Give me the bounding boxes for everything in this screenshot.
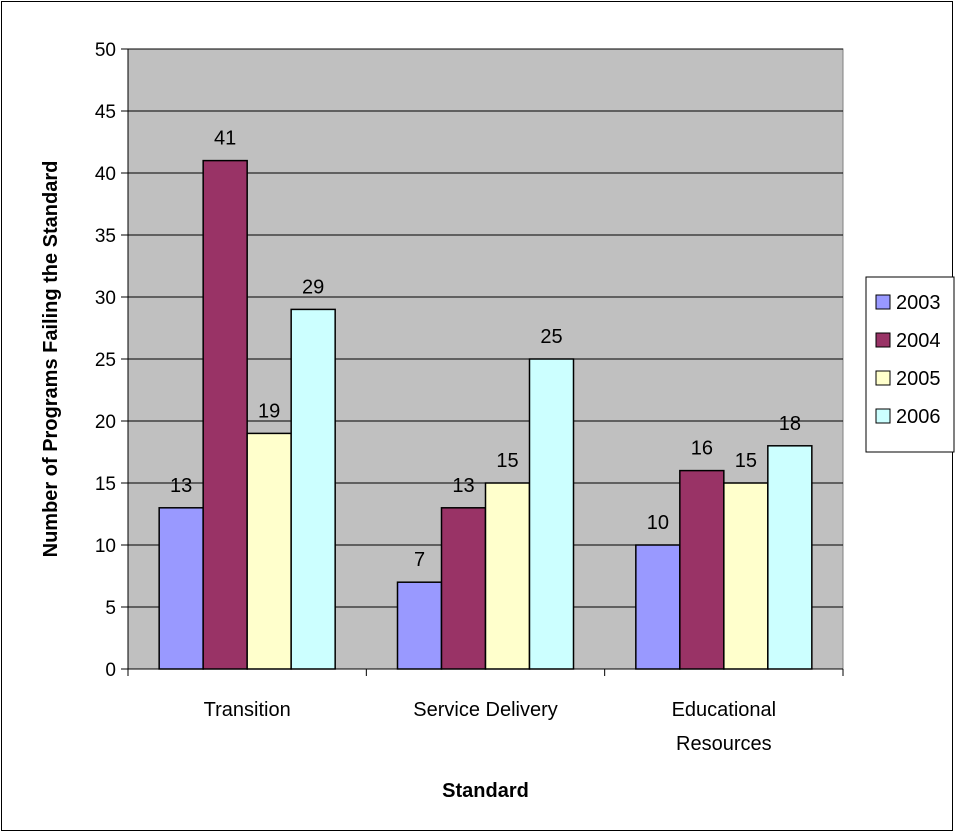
- y-tick-label: 45: [95, 102, 116, 123]
- data-label: 41: [214, 128, 236, 150]
- y-tick-label: 35: [95, 226, 116, 247]
- legend-swatch-2005: [875, 370, 891, 386]
- y-tick-label: 20: [95, 412, 116, 433]
- y-tick-label: 5: [105, 598, 116, 619]
- bar-2003-0: [158, 507, 204, 670]
- data-label: 19: [258, 400, 280, 422]
- data-label: 13: [170, 475, 192, 497]
- data-label: 15: [735, 450, 757, 472]
- y-axis-title: Number of Programs Failing the Standard: [40, 161, 62, 558]
- legend-swatch-2003: [875, 294, 891, 310]
- data-label: 7: [414, 549, 425, 571]
- legend-label: 2006: [896, 406, 941, 428]
- category-label: Transition: [204, 699, 291, 721]
- bar-2005-1: [484, 482, 531, 670]
- bar-2004-1: [440, 507, 487, 670]
- bar-2005-0: [246, 432, 292, 670]
- y-tick-label: 0: [105, 660, 116, 681]
- bar-2006-1: [528, 358, 575, 670]
- data-label: 25: [540, 326, 562, 348]
- bar-2003-1: [396, 581, 443, 670]
- legend-label: 2005: [896, 368, 941, 390]
- data-label: 13: [452, 475, 474, 497]
- bar-2006-2: [767, 445, 813, 670]
- bar-2005-2: [723, 482, 769, 670]
- bar-2006-0: [290, 308, 336, 670]
- y-tick-label: 10: [95, 536, 116, 557]
- y-tick-label: 30: [95, 288, 116, 309]
- legend-swatch-2006: [875, 408, 891, 424]
- y-tick-label: 40: [95, 164, 116, 185]
- y-tick-label: 25: [95, 350, 116, 371]
- data-label: 16: [691, 438, 713, 460]
- y-tick-label: 15: [95, 474, 116, 495]
- data-label: 29: [302, 276, 324, 298]
- category-label: Resources: [676, 733, 772, 755]
- data-label: 15: [496, 450, 518, 472]
- legend-label: 2004: [896, 330, 941, 352]
- bar-2004-2: [679, 469, 725, 670]
- x-axis-title: Standard: [442, 780, 529, 802]
- legend-label: 2003: [896, 292, 941, 314]
- category-label: Service Delivery: [413, 699, 557, 721]
- data-label: 18: [779, 413, 801, 435]
- bar-2003-2: [635, 544, 681, 670]
- y-tick-label: 50: [95, 40, 116, 61]
- bar-2004-0: [202, 159, 248, 670]
- data-label: 10: [647, 512, 669, 534]
- legend-swatch-2004: [875, 332, 891, 348]
- category-label: Educational: [672, 699, 777, 721]
